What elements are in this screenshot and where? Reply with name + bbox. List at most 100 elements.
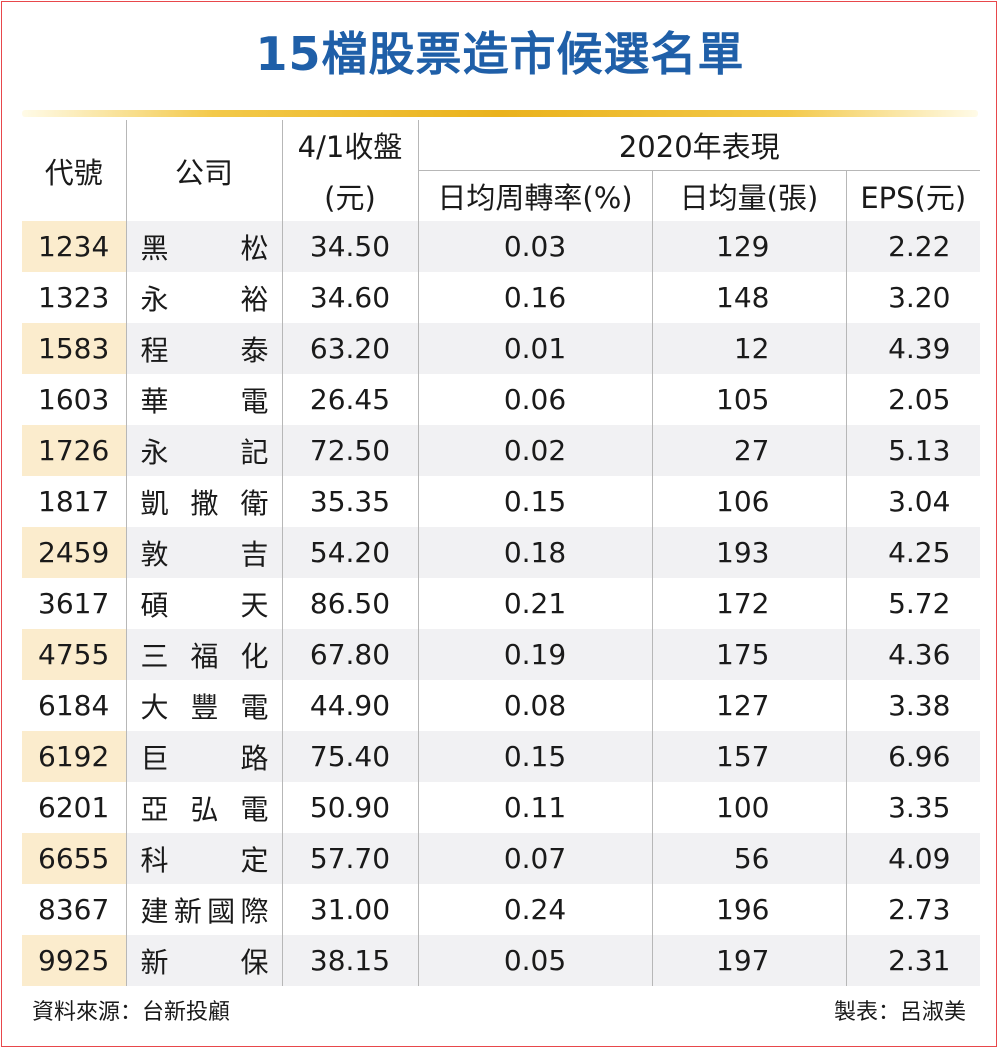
company-char: 松 [240,231,270,265]
cell-company: 三福化 [126,629,283,680]
cell-eps: 4.25 [846,527,981,578]
maker-note: 製表：呂淑美 [833,1000,966,1025]
cell-company: 碩天 [126,578,283,629]
company-char: 記 [240,435,270,469]
company-char: 泰 [240,333,270,367]
cell-company: 永裕 [126,272,283,323]
header-turnover: 日均周轉率(%) [418,170,653,221]
cell-close: 67.80 [282,629,419,680]
company-char: 吉 [240,537,270,571]
cell-eps: 4.09 [846,833,981,884]
cell-volume: 172 [652,578,847,629]
company-name: 敦吉 [141,533,270,573]
cell-eps: 2.73 [888,893,951,926]
company-char: 福 [190,639,220,673]
company-name: 碩天 [141,584,270,624]
header-close-line1: 4/1收盤 [282,120,419,171]
cell-volume: 157 [652,731,847,782]
title-underline [22,110,978,117]
cell-volume: 175 [652,629,847,680]
company-char: 電 [240,792,270,826]
cell-code: 1603 [22,374,127,425]
cell-close: 35.35 [282,476,419,527]
cell-turnover: 0.15 [418,476,653,527]
company-name: 亞弘電 [141,788,270,828]
header-volume: 日均量(張) [652,170,847,221]
cell-eps: 5.72 [888,587,951,620]
company-char: 豐 [190,690,220,724]
company-char: 弘 [190,792,220,826]
cell-close: 38.15 [282,935,419,986]
cell-eps: 2.31 [846,935,981,986]
table-row: 6655 科定 57.70 0.07 56 4.09 [22,833,981,884]
company-char: 電 [240,384,270,418]
company-char: 際 [240,894,270,928]
company-char: 建 [140,894,170,928]
cell-code: 8367 [22,884,127,935]
company-char: 路 [240,741,270,775]
table-row: 6184 大豐電 44.90 0.08 127 3.38 [22,680,981,731]
company-char: 凱 [140,486,170,520]
cell-turnover: 0.18 [418,527,653,578]
cell-turnover: 0.08 [418,680,653,731]
cell-code: 1817 [22,476,127,527]
cell-eps: 5.13 [846,425,981,476]
table-row: 4755 三福化 67.80 0.19 175 4.36 [22,629,981,680]
company-char: 天 [240,588,270,622]
table-row: 6201 亞弘電 50.90 0.11 100 3.35 [22,782,981,833]
company-char: 新 [173,894,203,928]
cell-turnover: 0.05 [418,935,653,986]
company-char: 科 [140,843,170,877]
table-row: 6192 巨路 75.40 0.15 157 6.96 [22,731,981,782]
cell-volume: 193 [652,527,847,578]
cell-close: 72.50 [282,425,419,476]
header-company: 公司 [126,120,283,221]
cell-close: 44.90 [282,680,419,731]
cell-eps: 3.20 [888,281,951,314]
company-char: 永 [140,282,170,316]
cell-company: 科定 [126,833,283,884]
cell-company: 永記 [126,425,283,476]
table-row: 1234 黑松 34.50 0.03 129 2.22 [22,221,981,272]
cell-company: 大豐電 [126,680,283,731]
cell-close: 34.50 [282,221,419,272]
cell-eps: 6.96 [846,731,981,782]
cell-eps: 2.05 [888,383,951,416]
source-note: 資料來源：台新投顧 [32,1000,231,1025]
cell-code: 1583 [22,323,127,374]
cell-eps: 3.38 [888,689,951,722]
company-char: 裕 [240,282,270,316]
cell-code: 1726 [22,425,127,476]
cell-company: 巨路 [126,731,283,782]
company-char: 碩 [140,588,170,622]
company-char: 敦 [140,537,170,571]
table-row: 1603 華電 26.45 0.06 105 2.05 [22,374,981,425]
company-name: 黑松 [141,227,270,267]
chart-title: 15檔股票造市候選名單 [255,27,745,81]
cell-close: 31.00 [282,884,419,935]
cell-close: 34.60 [282,272,419,323]
table-row: 8367 建新國際 31.00 0.24 196 2.73 [22,884,981,935]
stock-table: 代號 公司 4/1收盤 2020年表現 (元) 日均周轉率(%) 日均量(張) … [22,120,981,986]
company-char: 程 [140,333,170,367]
cell-close: 54.20 [282,527,419,578]
cell-turnover: 0.15 [418,731,653,782]
cell-volume: 56 [652,833,847,884]
cell-code: 2459 [22,527,127,578]
header-code: 代號 [22,120,127,221]
cell-eps: 4.36 [846,629,981,680]
cell-close: 50.90 [282,782,419,833]
cell-turnover: 0.21 [418,578,653,629]
cell-volume: 127 [652,680,847,731]
table-row: 1726 永記 72.50 0.02 27 5.13 [22,425,981,476]
cell-turnover: 0.03 [418,221,653,272]
cell-eps: 3.04 [888,485,951,518]
company-name: 永記 [141,431,270,471]
company-char: 國 [207,894,237,928]
company-char: 華 [140,384,170,418]
cell-code: 6184 [22,680,127,731]
company-char: 大 [140,690,170,724]
cell-turnover: 0.06 [418,374,653,425]
cell-code: 6192 [22,731,127,782]
company-name: 新保 [141,941,270,981]
